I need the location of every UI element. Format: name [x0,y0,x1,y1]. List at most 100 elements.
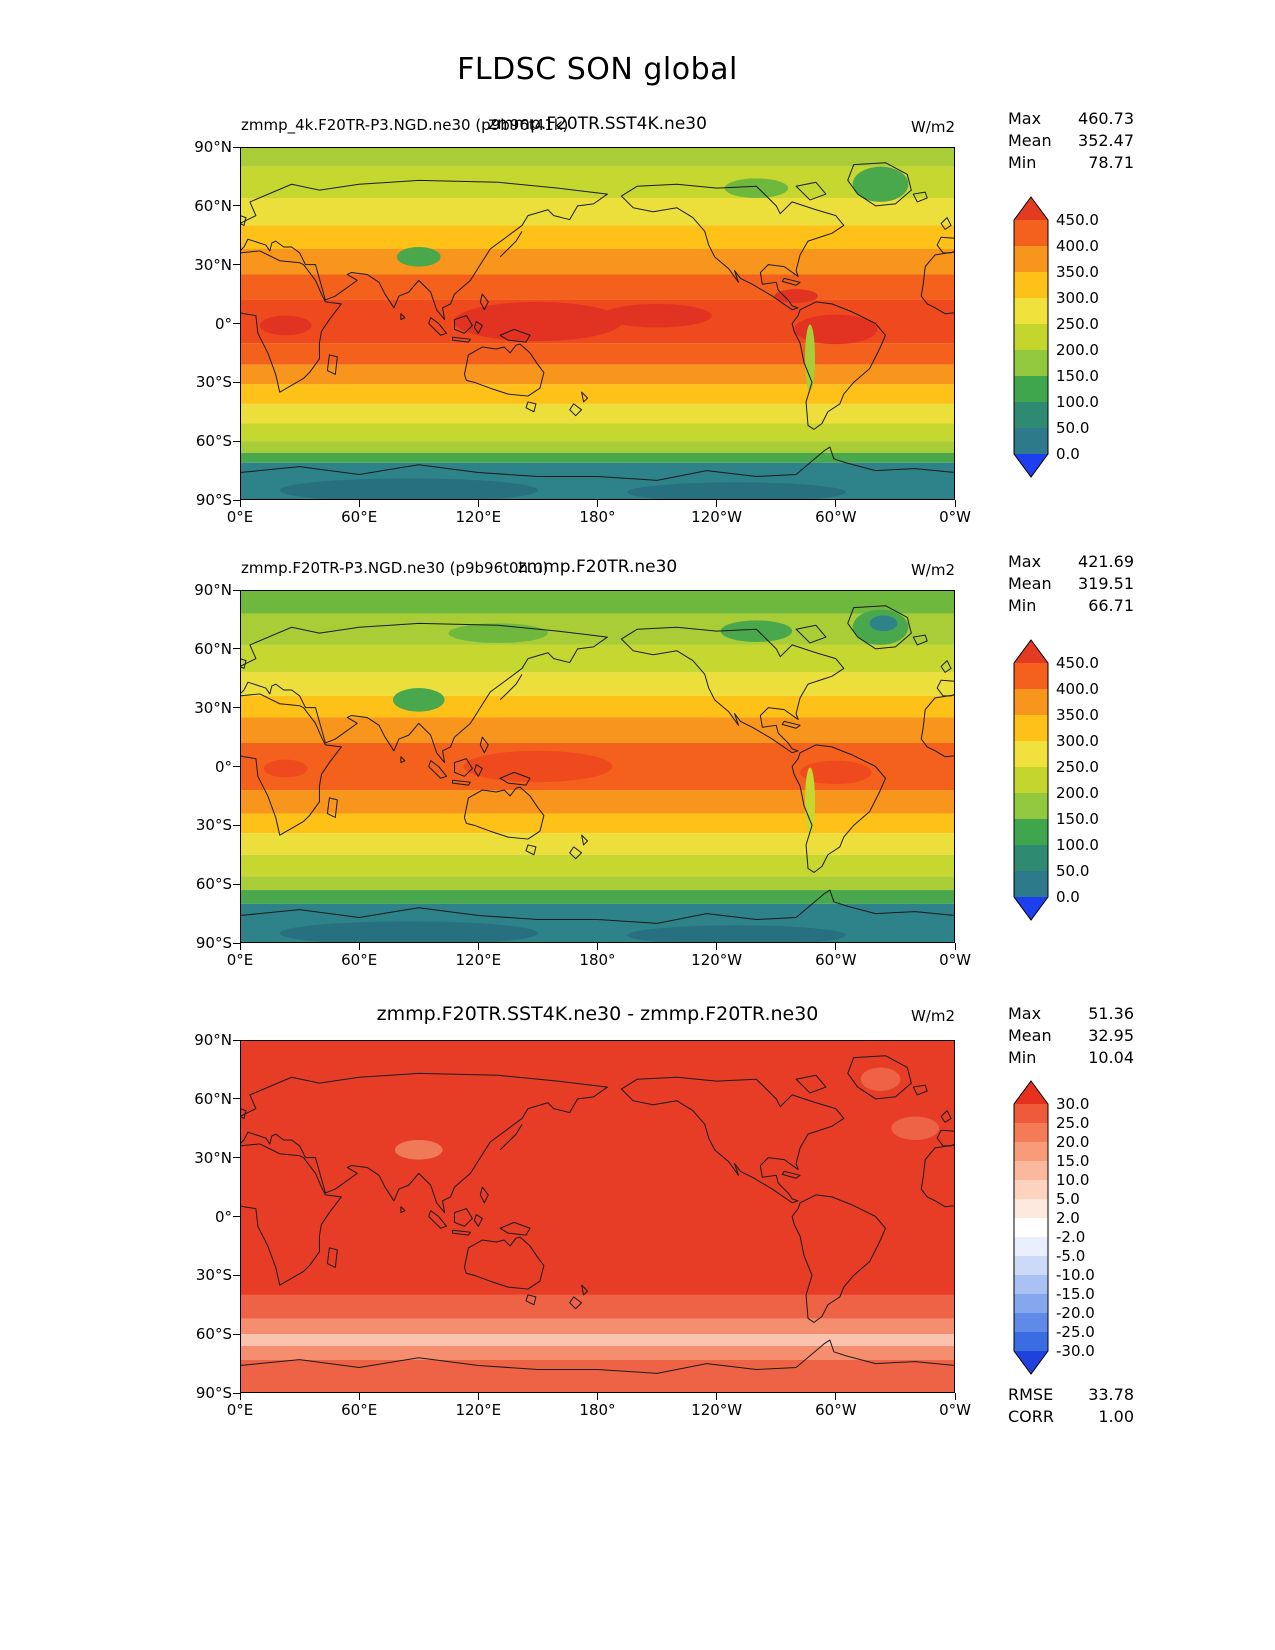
colorbar-under-arrow [1014,454,1048,477]
coastline [621,1077,843,1203]
contour-band [240,1040,955,1295]
coastline [500,674,522,699]
coastline [848,606,912,649]
colorbar: 30.025.020.015.010.05.02.0-2.0-5.0-10.0-… [1013,1080,1095,1375]
corr-value: 1.00 [1098,1407,1134,1426]
contour-band [240,384,955,404]
lon-tick-mark [597,1393,598,1400]
lon-tick-label: 60°W [815,508,857,526]
lon-tick-mark [477,1393,479,1400]
coastline [401,314,405,320]
lon-tick-mark [239,1393,241,1400]
stats-block: Max 421.69 Mean 319.51 Min 66.71 [1008,551,1134,617]
coastline [429,761,447,779]
world-contour-map [240,590,955,943]
map-feature-south-america-high [800,760,872,785]
lat-tick-label: 60°S [195,1325,232,1344]
rmse-row: RMSE 33.78 [1008,1384,1134,1406]
lon-tick-label: 0°W [939,508,971,526]
colorbar-tick-label: 150.0 [1056,810,1099,828]
stat-max-value: 51.36 [1088,1004,1134,1023]
stat-mean-value: 352.47 [1078,131,1134,150]
stat-mean-label: Mean [1008,574,1052,593]
colorbar-tick-label: -30.0 [1056,1342,1095,1360]
coastline [621,184,843,310]
contour-band [240,1294,955,1319]
lon-tick-mark [477,500,479,507]
lat-tick-mark [233,648,240,650]
colorbar-segment [1014,845,1048,871]
map-feature-north-atlantic-patch [891,1116,940,1141]
map-feature-greenland-low [852,166,909,202]
contour-band [240,1345,955,1360]
lon-tick-mark [358,1393,360,1400]
contour-band [240,147,955,167]
lat-tick-mark [233,1392,240,1394]
stat-min-row: Min 66.71 [1008,595,1134,617]
colorbar-over-arrow [1014,1081,1048,1104]
map-feature-andes-low [805,767,815,835]
coastline [464,344,543,396]
rmse-corr-block: RMSE 33.78 CORR 1.00 [1008,1384,1134,1428]
colorbar-tick-label: 450.0 [1056,211,1099,229]
map-feature-tropical-max-south-america [794,314,878,345]
lat-tick-label: 60°N [194,639,232,658]
colorbar-segment [1014,246,1048,272]
lat-tick-mark [233,440,240,442]
coastline [240,447,955,480]
coastline [913,635,927,645]
contour-band [240,343,955,365]
colorbar-outline [1013,196,1049,478]
map-feature-tropical-max-west-pacific [453,301,623,342]
stat-mean-label: Mean [1008,131,1052,150]
colorbar-segment [1014,1256,1048,1275]
lat-tick-label: 30°S [195,816,232,835]
stat-max-label: Max [1008,1004,1042,1023]
coastline [913,1085,927,1095]
contour-band [240,1334,955,1346]
lat-tick-label: 90°N [194,1031,232,1049]
coastline [401,757,405,763]
stat-max-row: Max 421.69 [1008,551,1134,573]
contour-band [240,717,955,743]
coastline [474,765,482,777]
coastline [240,1109,246,1119]
colorbar-tick-label: -10.0 [1056,1266,1095,1284]
colorbar-tick-label: 100.0 [1056,393,1099,411]
lon-tick-label: 120°W [691,951,743,969]
units-label: W/m2 [910,118,955,136]
colorbar-tick-label: 450.0 [1056,654,1099,672]
lat-tick-label: 30°N [194,698,232,717]
colorbar-tick-label: 150.0 [1056,367,1099,385]
lon-tick-mark [835,500,837,507]
coastline [464,1237,543,1289]
map-feature-arctic-canada-low [724,178,789,198]
contour-band [240,197,955,226]
coastline [240,180,607,319]
contour-band [240,274,955,300]
coastline [327,798,337,818]
lat-tick-label: 30°S [195,373,232,392]
stat-max-row: Max 460.73 [1008,108,1134,130]
lat-tick-mark [233,205,240,207]
colorbar-tick-label: -2.0 [1056,1228,1085,1246]
lon-tick-mark [954,1393,956,1400]
contour-band [240,890,955,904]
coastline [582,835,588,845]
colorbar-segment [1014,272,1048,298]
lat-tick-mark [233,883,240,885]
subtitle-difference-title: zmmp.F20TR.SST4K.ne30 - zmmp.F20TR.ne30 [376,1003,819,1025]
coastline [937,680,955,696]
map-feature-greenland-weaker-diff [860,1067,901,1091]
map-feature-tibet-low [396,247,441,267]
colorbar-segment [1014,689,1048,715]
colorbar-segment [1014,663,1048,689]
colorbar-tick-label: 15.0 [1056,1152,1089,1170]
map-frame [240,1040,954,1392]
contour-band [240,248,955,275]
contour-band [240,813,955,834]
map-frame [240,147,954,499]
contour-band [240,423,955,442]
coastline [792,302,885,429]
coastline [240,623,607,762]
